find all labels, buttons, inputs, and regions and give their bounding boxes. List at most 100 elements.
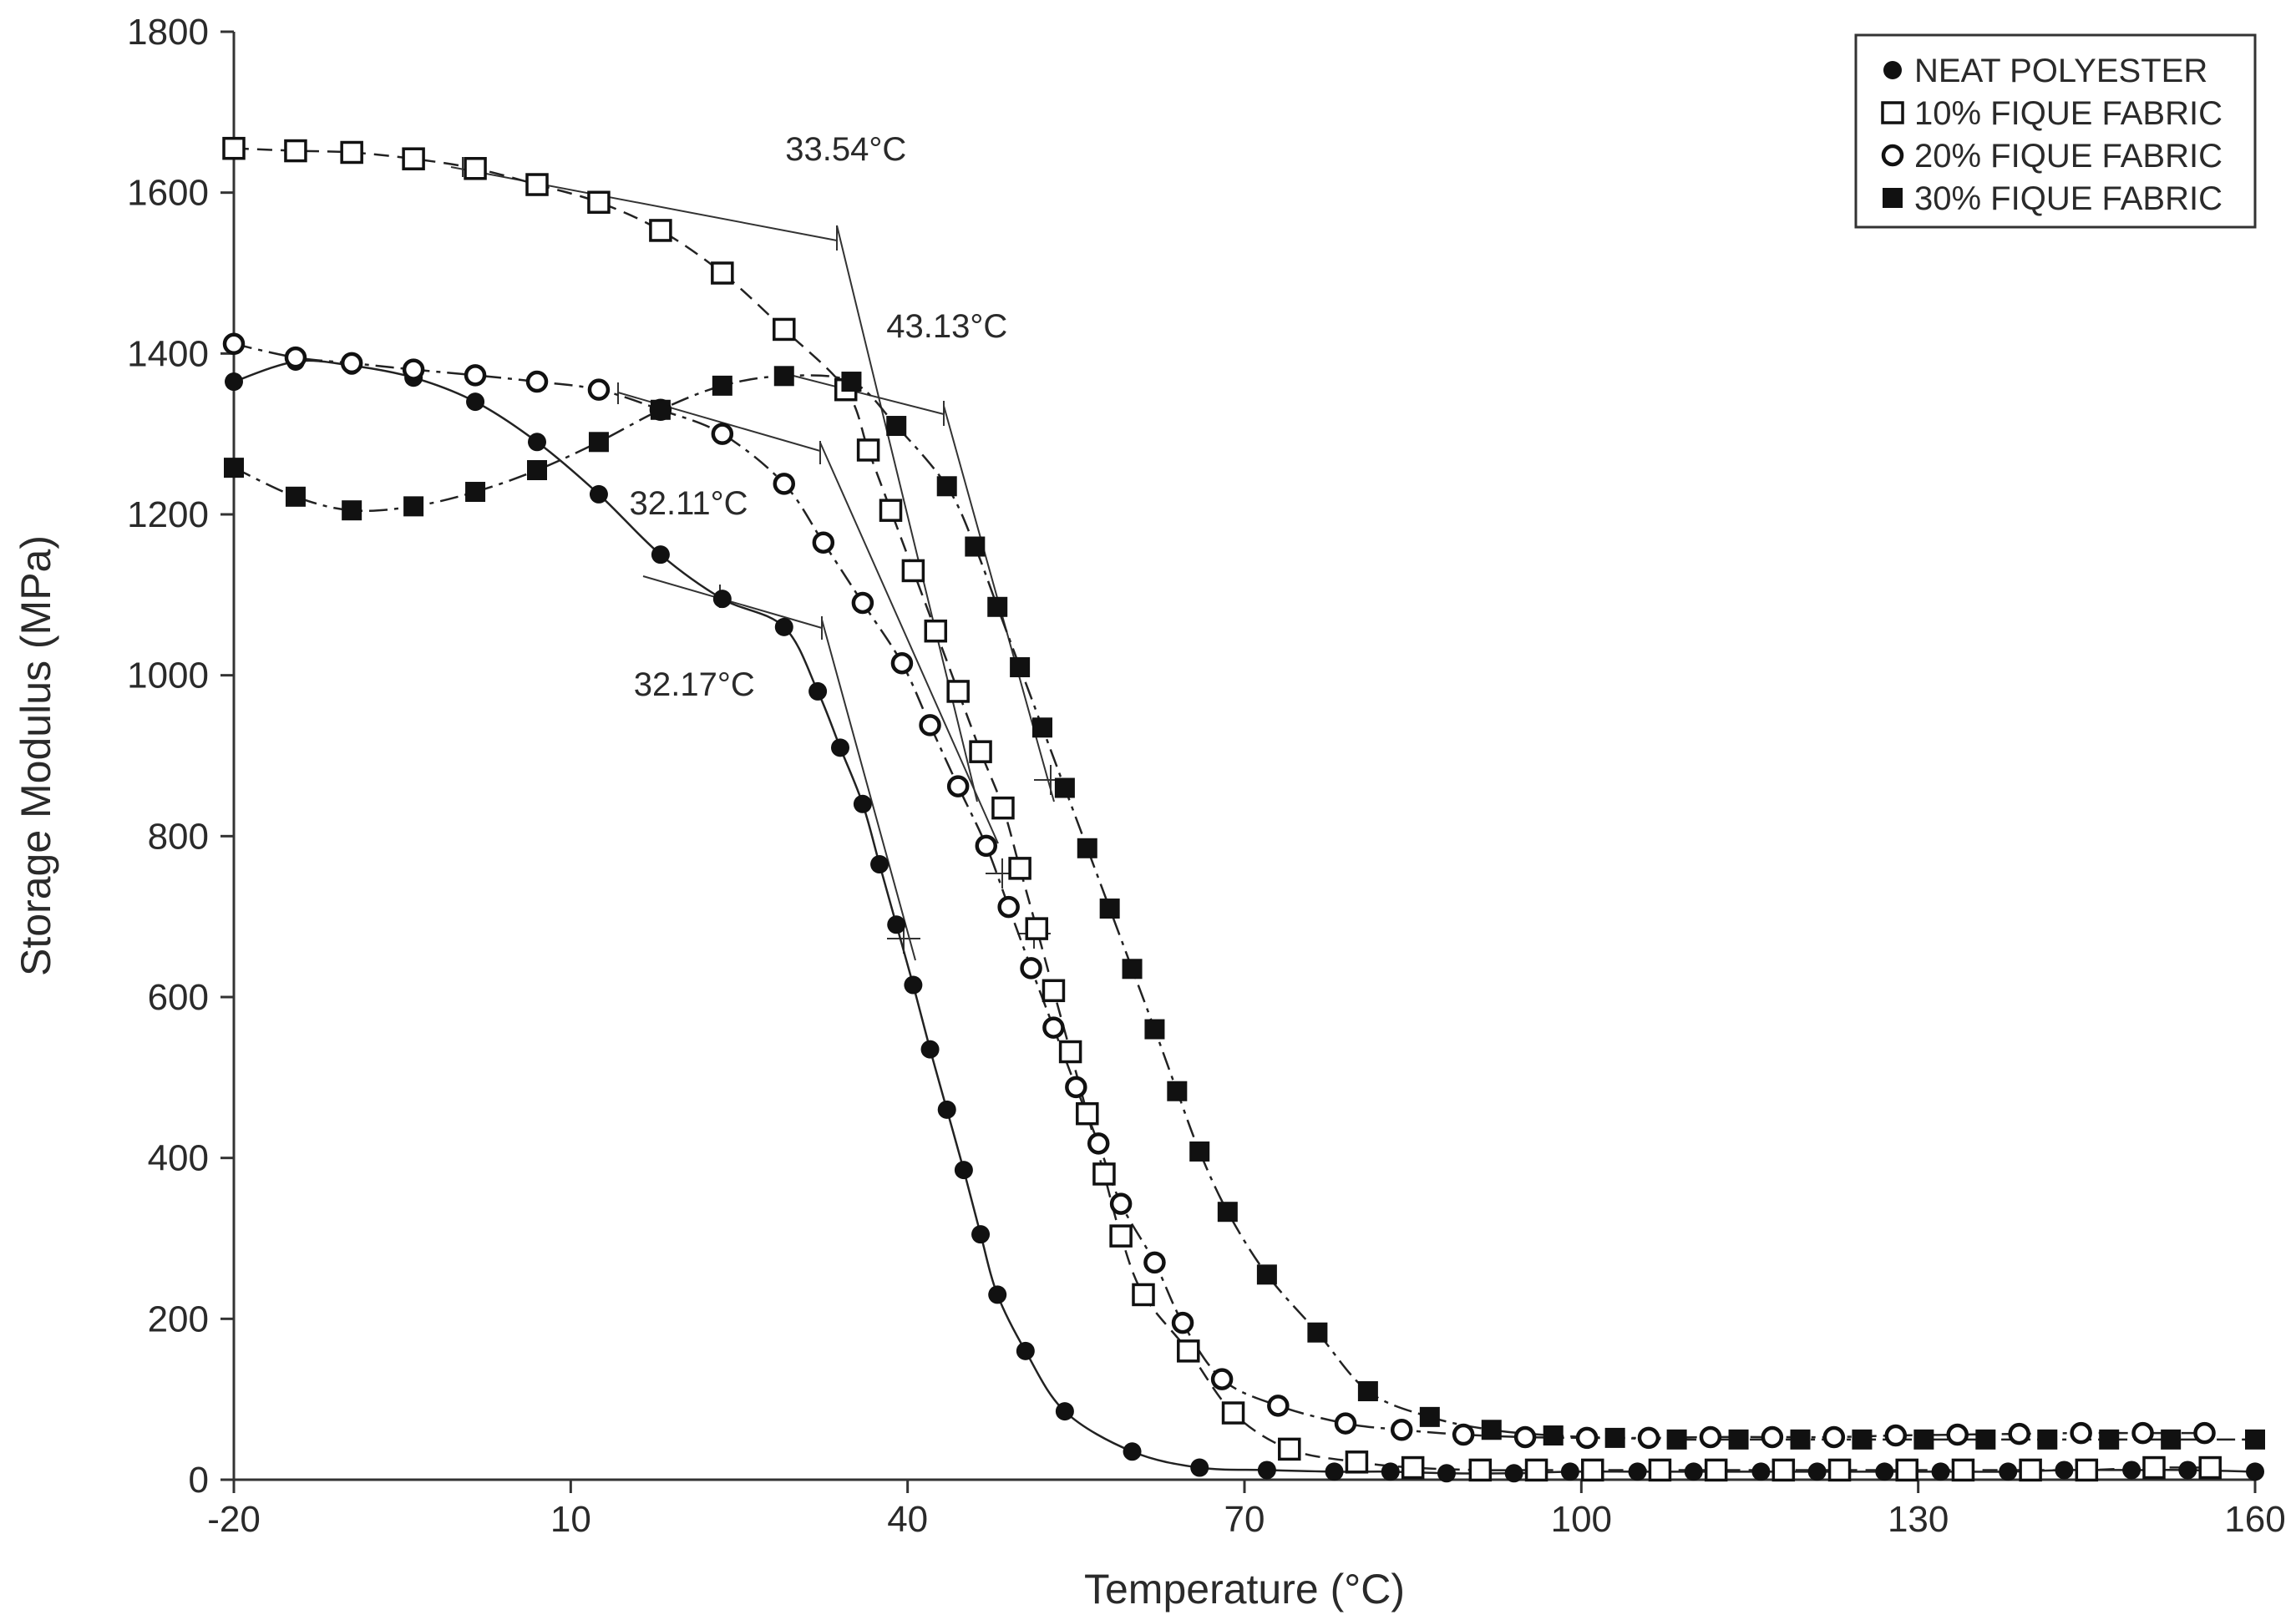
- data-point: [1357, 1381, 1378, 1402]
- data-point: [2142, 1455, 2166, 1480]
- data-point: [901, 559, 925, 583]
- data-point: [588, 432, 609, 453]
- data-point: [1390, 1419, 1413, 1441]
- data-point: [1637, 1426, 1660, 1450]
- data-point: [2193, 1421, 2216, 1445]
- data-point: [1008, 857, 1031, 880]
- data-point: [1058, 1040, 1082, 1064]
- data-point: [1524, 1458, 1548, 1482]
- x-ticks: -20 10 40 70 100 130 160: [207, 1480, 2286, 1540]
- data-point: [1099, 899, 1120, 919]
- data-point: [340, 352, 363, 375]
- data-point: [1468, 1458, 1493, 1482]
- data-point: [1076, 1101, 1099, 1126]
- data-point: [1884, 1424, 1908, 1447]
- legend-label: 30% FIQUE FABRIC: [1914, 180, 2223, 217]
- data-point: [403, 496, 424, 517]
- data-point: [342, 500, 362, 521]
- tangent-neat-lower: [821, 619, 916, 961]
- data-point: [851, 591, 874, 615]
- data-point: [1419, 1406, 1440, 1427]
- y-axis-title: Storage Modulus (MPa): [13, 535, 59, 976]
- data-point: [1032, 717, 1052, 738]
- data-point: [1666, 1429, 1687, 1450]
- x-tick-label: 10: [550, 1499, 591, 1540]
- data-point: [1020, 957, 1042, 980]
- y-tick-label: 1000: [127, 656, 209, 696]
- data-point: [1452, 1423, 1475, 1446]
- data-point: [2161, 1429, 2182, 1450]
- data-point: [954, 1161, 973, 1180]
- data-point: [1751, 1462, 1771, 1481]
- data-point: [464, 157, 487, 180]
- data-point: [946, 680, 970, 703]
- legend-items: NEAT POLYESTER 10% FIQUE FABRIC 20% FIQUE …: [1881, 53, 2223, 217]
- data-point: [1481, 1420, 1502, 1440]
- legend-box: [1854, 33, 2257, 229]
- data-point: [1822, 1425, 1846, 1449]
- x-tick-label: 130: [1888, 1499, 1949, 1540]
- data-point: [2131, 1421, 2154, 1445]
- data-point: [712, 590, 732, 609]
- data-point: [284, 139, 307, 163]
- data-point: [1648, 1458, 1672, 1482]
- data-point: [587, 190, 611, 214]
- data-point: [1946, 1423, 1969, 1446]
- temperature-annotations: 33.54°C 43.13°C 32.11°C 32.17°C: [629, 131, 1007, 703]
- data-point: [1257, 1461, 1276, 1480]
- y-tick-label: 600: [148, 977, 209, 1018]
- data-point: [1875, 1462, 1894, 1481]
- series-2-points: [222, 332, 2216, 1450]
- data-point: [527, 460, 547, 481]
- legend-label: NEAT POLYESTER: [1914, 53, 2207, 89]
- data-point: [856, 438, 880, 462]
- data-point: [920, 1040, 940, 1059]
- x-tick-label: -20: [207, 1499, 261, 1540]
- data-point: [1604, 1427, 1625, 1448]
- data-point: [997, 895, 1020, 919]
- data-point: [1951, 1458, 1975, 1482]
- legend-label: 10% FIQUE FABRIC: [1914, 95, 2223, 132]
- data-point: [1895, 1458, 1918, 1482]
- data-point: [919, 714, 941, 737]
- data-point: [988, 1285, 1007, 1304]
- data-point: [2122, 1461, 2141, 1480]
- x-axis-title: Temperature (°C): [1084, 1566, 1405, 1612]
- data-point: [1325, 1462, 1344, 1481]
- data-point: [969, 740, 992, 763]
- data-point: [886, 416, 907, 437]
- data-point: [1190, 1458, 1209, 1477]
- data-point: [1401, 1455, 1425, 1480]
- series-markers: [222, 136, 2265, 1483]
- data-point: [1560, 1462, 1579, 1481]
- data-point: [904, 975, 923, 995]
- data-point: [285, 486, 306, 507]
- data-point: [1761, 1425, 1784, 1449]
- data-point: [711, 423, 734, 445]
- data-point: [1975, 1429, 1996, 1450]
- plot-area: [222, 136, 2265, 1483]
- data-point: [1307, 1322, 1328, 1343]
- data-point: [890, 651, 914, 675]
- data-point: [1513, 1425, 1537, 1449]
- data-point: [1256, 1264, 1277, 1285]
- data-point: [340, 140, 363, 165]
- data-point: [991, 796, 1015, 820]
- y-tick-label: 1400: [127, 333, 209, 374]
- data-point: [284, 346, 307, 369]
- tangent-10pct-lower: [836, 225, 978, 802]
- data-point: [1704, 1458, 1728, 1482]
- data-point: [2245, 1429, 2265, 1450]
- data-point: [1334, 1412, 1357, 1435]
- legend-marker: [1883, 61, 1902, 79]
- legend-marker: [1883, 188, 1903, 208]
- data-point: [853, 794, 872, 813]
- data-point: [587, 378, 611, 401]
- annotation-label: 32.11°C: [629, 485, 748, 522]
- data-point: [2070, 1421, 2092, 1445]
- annotation-label: 43.13°C: [886, 308, 1007, 345]
- y-tick-label: 200: [148, 1299, 209, 1339]
- series-line-3: [233, 374, 2255, 1441]
